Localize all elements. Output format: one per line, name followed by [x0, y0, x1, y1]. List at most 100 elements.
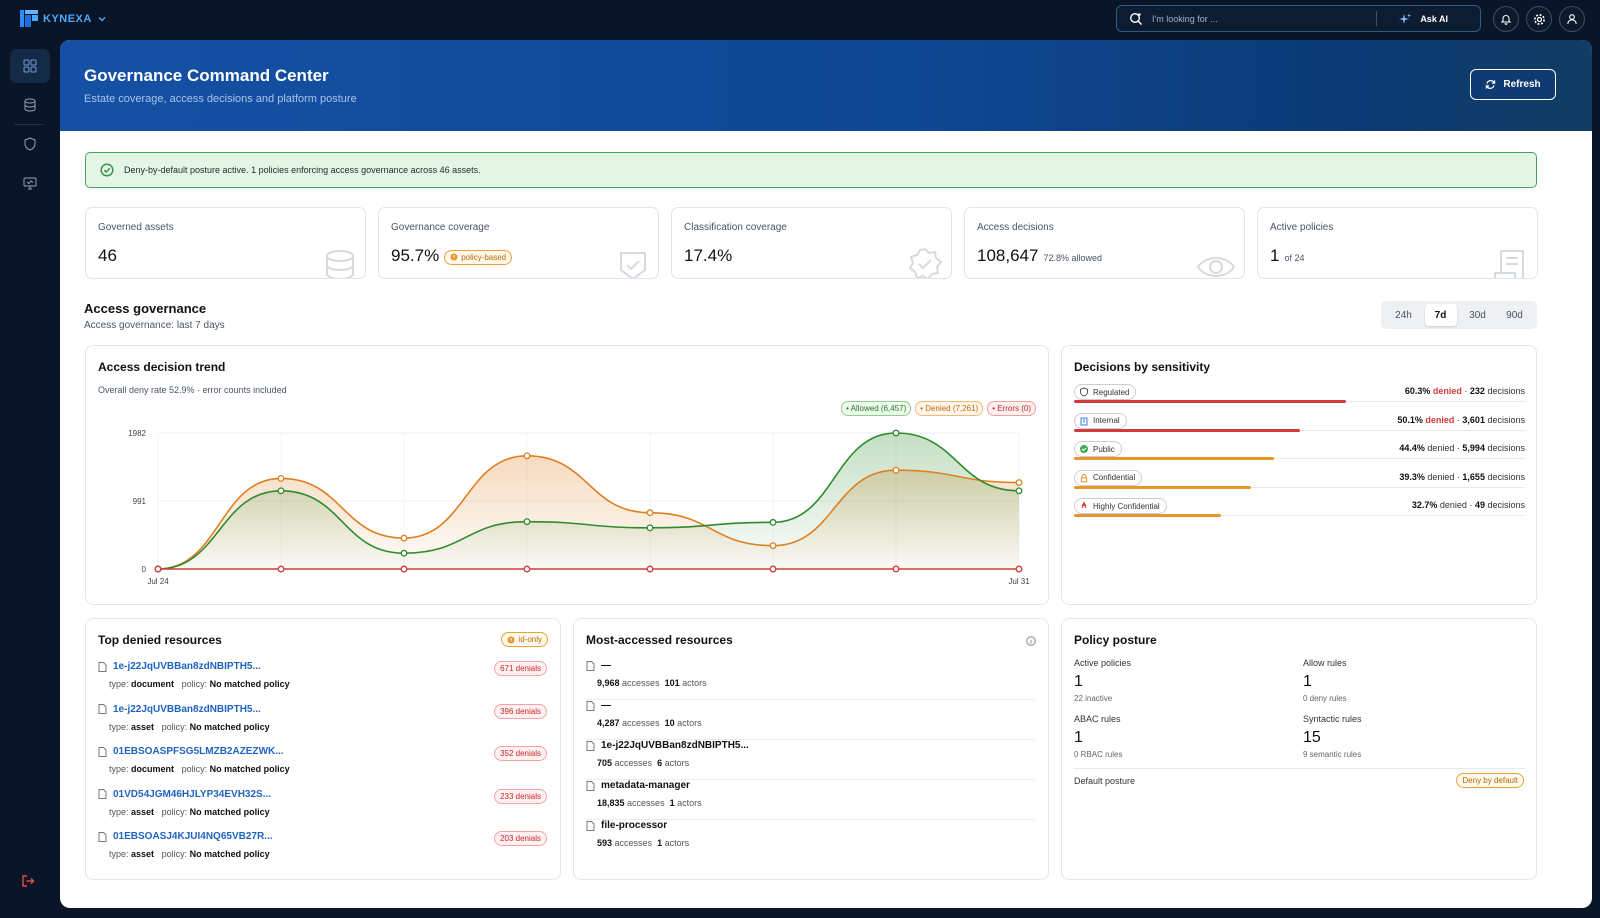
accesses-word: accesses: [622, 718, 660, 728]
nav-monitoring[interactable]: [10, 166, 50, 200]
data-point-allowed: [769, 518, 777, 526]
notifications-button[interactable]: [1493, 6, 1519, 32]
actors-word: actors: [677, 718, 702, 728]
data-point-allowed: [277, 487, 285, 495]
app-logo[interactable]: KYNEXA: [20, 10, 107, 27]
shield-icon: [1080, 387, 1088, 397]
chart-legend: • Allowed (6,457) • Denied (7,261) • Err…: [841, 401, 1036, 416]
resource-name[interactable]: 01EBSOASPFSG5LMZB2AZEZWK...: [113, 746, 284, 757]
nav-data[interactable]: [10, 88, 50, 122]
document-icon: [98, 789, 107, 799]
data-point-allowed: [400, 549, 408, 557]
active-policies-stat: Active policies 1 22 inactive: [1074, 658, 1131, 703]
denied-word: denied: [1427, 471, 1455, 482]
data-point-errors: [400, 565, 408, 573]
sensitivity-row-confidential[interactable]: Confidential 39.3% denied · 1,655 decisi…: [1074, 469, 1525, 498]
accessed-resource-row[interactable]: file-processor 593 accesses 1 actors: [586, 820, 1035, 860]
range-7d[interactable]: 7d: [1424, 304, 1457, 326]
alert-icon: [1081, 501, 1087, 509]
resource-policy: No matched policy: [189, 849, 270, 859]
stat-note: of 24: [1284, 253, 1305, 263]
actors-word: actors: [664, 838, 690, 848]
stat-value: 17.4%: [684, 246, 733, 265]
allow-rules-stat: Allow rules 1 0 deny rules: [1303, 658, 1347, 703]
data-point-errors: [277, 565, 285, 573]
resource-policy: No matched policy: [189, 721, 270, 732]
sensitivity-stat: 50.1% denied · 3,601 decisions: [1397, 414, 1525, 425]
data-point-errors: [769, 565, 777, 573]
stat-value: 95.7%: [391, 246, 440, 265]
decision-count: 1,655: [1462, 471, 1485, 482]
sensitivity-label: Confidential: [1093, 473, 1136, 482]
abac-rules-stat: ABAC rules 1 0 RBAC rules: [1074, 714, 1122, 759]
resource-name: —: [601, 660, 611, 671]
resource-type: asset: [131, 849, 155, 859]
resource-name[interactable]: 1e-j22JqUVBBan8zdNBIPTH5...: [113, 661, 261, 672]
resource-name[interactable]: 01VD54JGM46HJLYP34EVH32S...: [113, 788, 272, 800]
document-icon: [98, 704, 107, 714]
denied-resource-row[interactable]: 1e-j22JqUVBBan8zdNBIPTH5... type: docume…: [98, 661, 547, 689]
actors-word: actors: [682, 678, 707, 688]
accessed-resource-row[interactable]: metadata-manager 18,835 accesses 1 actor…: [586, 780, 1035, 820]
series-area-allowed: [158, 433, 1019, 569]
sensitivity-label: Regulated: [1093, 387, 1130, 397]
sensitivity-row-internal[interactable]: Internal 50.1% denied · 3,601 decisions: [1074, 412, 1525, 441]
data-point-allowed: [646, 524, 654, 532]
search-input[interactable]: I'm looking for ...: [1152, 13, 1218, 24]
sensitivity-row-regulated[interactable]: Regulated 60.3% denied · 232 decisions: [1074, 384, 1525, 412]
denied-resource-row[interactable]: 01EBSOASPFSG5LMZB2AZEZWK... type: docume…: [98, 746, 547, 774]
resource-type: document: [131, 679, 175, 689]
sensitivity-row-highly-confidential[interactable]: Highly Confidential 32.7% denied · 49 de…: [1074, 498, 1525, 526]
accessed-resource-row[interactable]: — 9,968 accesses 101 actors: [586, 660, 1035, 700]
ask-ai-button[interactable]: Ask AI: [1399, 13, 1448, 25]
sensitivity-tag: Highly Confidential: [1074, 498, 1167, 514]
stat-label: Active policies: [1074, 658, 1132, 668]
denied-resource-row[interactable]: 1e-j22JqUVBBan8zdNBIPTH5... type: asset …: [98, 703, 547, 732]
settings-button[interactable]: [1526, 6, 1552, 32]
nav-dashboard[interactable]: [10, 49, 50, 83]
data-point-denied: [400, 534, 408, 542]
document-icon: [586, 740, 595, 751]
sensitivity-label: Public: [1093, 444, 1115, 454]
user-icon: [1567, 14, 1577, 25]
range-30d[interactable]: 30d: [1469, 309, 1486, 321]
eye-icon: [1196, 257, 1236, 277]
accessed-resource-row[interactable]: — 4,287 accesses 10 actors: [586, 700, 1035, 740]
denied-resource-row[interactable]: 01VD54JGM46HJLYP34EVH32S... type: asset …: [98, 788, 547, 817]
profile-button[interactable]: [1559, 6, 1585, 32]
search-bar[interactable]: I'm looking for ... Ask AI: [1116, 5, 1481, 32]
deny-bar: [1074, 514, 1221, 517]
accessed-resource-row[interactable]: 1e-j22JqUVBBan8zdNBIPTH5... 705 accesses…: [586, 740, 1035, 780]
info-icon[interactable]: [1026, 636, 1036, 646]
denied-resource-row[interactable]: 01EBSOASJ4KJUI4NQ65VB27R... type: asset …: [98, 831, 547, 859]
access-count: 4,287: [597, 718, 620, 728]
actor-count: 10: [664, 718, 675, 728]
card-title: Policy posture: [1074, 633, 1157, 647]
legend-denied[interactable]: • Denied (7,261): [915, 401, 984, 416]
decisions-word: decisions: [1487, 414, 1525, 425]
range-24h[interactable]: 24h: [1395, 309, 1412, 321]
card-title: Most-accessed resources: [586, 633, 733, 647]
sensitivity-row-public[interactable]: Public 44.4% denied · 5,994 decisions: [1074, 441, 1525, 469]
data-point-denied: [769, 542, 777, 550]
denied-word: denied: [1439, 500, 1467, 510]
stat-value: 1: [1270, 246, 1280, 265]
resource-policy: No matched policy: [209, 679, 290, 689]
side-nav: [0, 38, 60, 918]
lock-icon: [1080, 473, 1088, 482]
logout-button[interactable]: [21, 874, 35, 893]
resource-name[interactable]: 1e-j22JqUVBBan8zdNBIPTH5...: [113, 703, 261, 715]
card-title: Access decision trend: [98, 360, 226, 374]
sensitivity-tag: Public: [1074, 441, 1122, 457]
x-tick-label: Jul 31: [1008, 577, 1030, 586]
refresh-button[interactable]: Refresh: [1470, 69, 1556, 100]
range-90d[interactable]: 90d: [1506, 309, 1523, 321]
resource-name[interactable]: 01EBSOASJ4KJUI4NQ65VB27R...: [113, 831, 273, 842]
denied-word: denied: [1425, 414, 1455, 425]
page-subtitle: Estate coverage, access decisions and pl…: [84, 93, 357, 105]
legend-allowed[interactable]: • Allowed (6,457): [841, 401, 912, 416]
legend-errors[interactable]: • Errors (0): [987, 401, 1036, 416]
data-point-errors: [646, 565, 654, 573]
nav-security[interactable]: [10, 127, 50, 161]
bell-icon: [1500, 15, 1512, 25]
